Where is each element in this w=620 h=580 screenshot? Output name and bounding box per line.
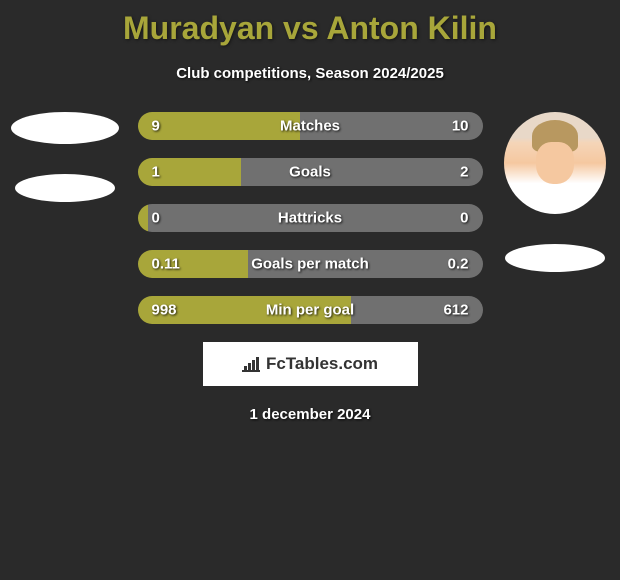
- bar-right-segment: [241, 158, 483, 186]
- bar-left-segment: [138, 112, 300, 140]
- bar-left-value: 9: [152, 118, 160, 135]
- player-left-flag: [15, 174, 115, 202]
- player-left-avatar: [11, 112, 119, 144]
- bar-right-value: 0.2: [448, 256, 469, 273]
- bar-row-goals: 1 Goals 2: [138, 158, 483, 186]
- date-label: 1 december 2024: [0, 406, 620, 423]
- bar-left-segment: [138, 204, 148, 232]
- bar-row-goals-per-match: 0.11 Goals per match 0.2: [138, 250, 483, 278]
- bar-right-value: 2: [460, 164, 468, 181]
- bar-metric-label: Hattricks: [278, 210, 342, 227]
- bar-row-hattricks: 0 Hattricks 0: [138, 204, 483, 232]
- bar-metric-label: Min per goal: [266, 302, 354, 319]
- subtitle: Club competitions, Season 2024/2025: [0, 65, 620, 82]
- logo-text: FcTables.com: [266, 354, 378, 374]
- chart-icon: [242, 356, 260, 372]
- bar-right-value: 612: [443, 302, 468, 319]
- bar-metric-label: Goals: [289, 164, 331, 181]
- bar-right-value: 0: [460, 210, 468, 227]
- player-right-panel: [495, 112, 615, 272]
- player-left-panel: [5, 112, 125, 202]
- comparison-content: 9 Matches 10 1 Goals 2 0 Hattricks 0 0.1…: [0, 112, 620, 423]
- bar-row-min-per-goal: 998 Min per goal 612: [138, 296, 483, 324]
- bar-left-value: 0: [152, 210, 160, 227]
- player-right-flag: [505, 244, 605, 272]
- bar-row-matches: 9 Matches 10: [138, 112, 483, 140]
- source-logo: FcTables.com: [203, 342, 418, 386]
- page-title: Muradyan vs Anton Kilin: [0, 0, 620, 47]
- bar-left-value: 0.11: [152, 256, 180, 273]
- bar-left-value: 1: [152, 164, 160, 181]
- bar-left-value: 998: [152, 302, 177, 319]
- bar-metric-label: Matches: [280, 118, 340, 135]
- player-right-avatar: [504, 112, 606, 214]
- bar-metric-label: Goals per match: [251, 256, 369, 273]
- comparison-bars: 9 Matches 10 1 Goals 2 0 Hattricks 0 0.1…: [138, 112, 483, 324]
- bar-right-value: 10: [452, 118, 469, 135]
